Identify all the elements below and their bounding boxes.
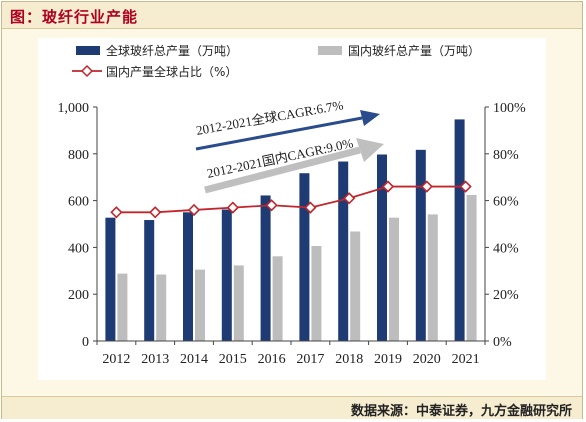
x-tick-label: 2021	[452, 352, 480, 367]
y-right-tick-label: 40%	[493, 241, 519, 256]
arrow-domestic-shaft	[204, 146, 361, 194]
share-point-2013	[149, 206, 162, 219]
arrow-domestic-head	[356, 138, 384, 162]
axes-group: 0 200 400 600 800 1,000 0% 20% 40% 60% 80% 100% 2012…	[58, 101, 527, 367]
bar-global-2017	[299, 173, 310, 341]
x-tick-label: 2015	[219, 352, 247, 367]
bar-global-2021	[454, 119, 465, 341]
x-tick-label: 2020	[413, 352, 441, 367]
share-point-2016	[265, 199, 278, 212]
annotation-global-cagr: 2012-2021全球CAGR:6.7%	[195, 97, 345, 138]
share-line	[116, 185, 466, 214]
legend-label-share: 国内产量全球占比（%）	[106, 64, 237, 79]
x-tick-label: 2019	[374, 352, 402, 367]
share-point-2015	[226, 201, 239, 214]
bar-global-2020	[415, 149, 426, 341]
x-tick-label: 2016	[258, 352, 286, 367]
share-point-2018	[343, 192, 356, 205]
legend-swatch-global	[76, 46, 100, 55]
bar-global-2018	[338, 161, 349, 341]
title-bar: 图：玻纤行业产能	[2, 2, 582, 29]
bar-domestic-2012	[117, 273, 128, 341]
legend-label-global: 全球玻纤总产量（万吨）	[106, 43, 238, 58]
y-left-tick-label: 400	[68, 241, 89, 256]
x-tick-label: 2018	[335, 352, 363, 367]
bar-global-2016	[260, 195, 271, 341]
share-point-2021	[459, 180, 472, 193]
bar-domestic-2016	[272, 256, 283, 341]
bar-domestic-2018	[350, 231, 361, 341]
bar-global-2015	[221, 209, 232, 341]
annotations-group: 2012-2021全球CAGR:6.7%2012-2021国内CAGR:9.0%	[195, 97, 384, 194]
bar-global-2014	[183, 212, 193, 341]
y-left-tick-label: 1,000	[58, 101, 90, 116]
y-right-tick-label: 20%	[493, 288, 519, 303]
y-left-tick-label: 800	[68, 148, 89, 163]
bar-domestic-2019	[389, 217, 399, 341]
share-point-2014	[187, 203, 201, 217]
y-right-tick-label: 0%	[493, 335, 512, 350]
legend-swatch-share-marker	[80, 64, 94, 78]
bar-domestic-2015	[233, 265, 244, 341]
share-point-2020	[420, 180, 433, 193]
bar-domestic-2017	[311, 245, 322, 341]
y-left-tick-label: 0	[82, 335, 89, 350]
share-point-2017	[304, 201, 317, 214]
share-point-2012	[110, 206, 123, 219]
y-right-tick-label: 80%	[493, 148, 519, 163]
y-left-tick-label: 200	[68, 288, 89, 303]
x-tick-label: 2014	[180, 352, 208, 367]
bar-domestic-2020	[427, 214, 438, 341]
bar-domestic-2014	[195, 269, 205, 341]
y-left-tick-label: 600	[68, 195, 89, 210]
y-right-tick-label: 100%	[493, 101, 526, 116]
x-tick-label: 2017	[296, 352, 324, 367]
legend-label-domestic: 国内玻纤总产量（万吨）	[348, 44, 480, 58]
share-point-2019	[381, 180, 395, 193]
arrow-global-shaft	[195, 116, 363, 151]
bar-global-2019	[377, 154, 387, 341]
bar-global-2013	[144, 220, 155, 341]
source-note: 数据来源：中泰证券，九方金融研究所	[350, 404, 572, 419]
arrow-global-head	[360, 110, 380, 126]
bar-domestic-2013	[156, 274, 167, 341]
figure-title: 图：玻纤行业产能	[10, 8, 139, 26]
bar-global-2012	[105, 217, 116, 341]
y-right-tick-label: 60%	[493, 195, 519, 210]
legend-swatch-domestic	[318, 46, 342, 55]
x-tick-label: 2013	[141, 352, 169, 367]
x-tick-label: 2012	[102, 352, 130, 367]
share-line-group	[110, 180, 472, 219]
legend: 全球玻纤总产量（万吨） 国内玻纤总产量（万吨） 国内产量全球占比（%）	[72, 43, 480, 79]
bars-group	[105, 119, 477, 341]
bar-domestic-2021	[466, 194, 477, 341]
source-bar: 数据来源：中泰证券，九方金融研究所	[2, 396, 582, 419]
